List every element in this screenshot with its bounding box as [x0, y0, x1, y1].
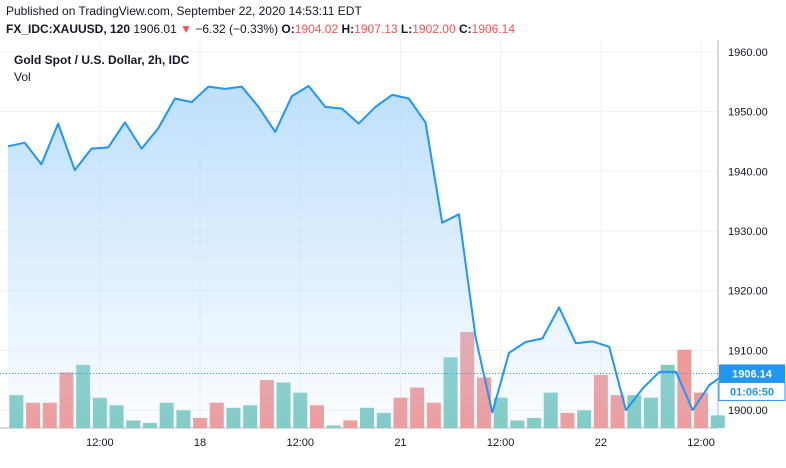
x-tick-label: 12:00: [286, 437, 314, 449]
price-change: −6.32 (−0.33%): [195, 22, 279, 36]
low-value: 1902.00: [412, 22, 456, 36]
low-label: L:: [400, 22, 413, 36]
x-tick-label: 21: [394, 437, 406, 449]
x-tick-label: 18: [194, 437, 206, 449]
header-quote: FX_IDC:XAUUSD, 120 1906.01 ▼ −6.32 (−0.3…: [6, 22, 515, 36]
close-label: C:: [458, 22, 472, 36]
symbol-label: FX_IDC:XAUUSD, 120: [6, 22, 131, 36]
price-line: [7, 85, 727, 414]
down-arrow-icon: ▼: [180, 22, 192, 36]
countdown-badge: [718, 381, 786, 401]
x-tick-label: 22: [595, 437, 607, 449]
chart-area[interactable]: 1960.00 1950.00 1940.00 1930.00 1920.00 1910.…: [0, 40, 786, 463]
y-tick-label: 1940.00: [728, 166, 768, 178]
x-tick-label: 12:00: [487, 437, 515, 449]
legend-volume: Vol: [14, 70, 31, 84]
legend-title: Gold Spot / U.S. Dollar, 2h, IDC: [14, 53, 190, 67]
high-label: H:: [341, 22, 355, 36]
y-tick-label: 1960.00: [728, 47, 768, 59]
y-tick-label: 1920.00: [728, 286, 768, 298]
header-published: Published on TradingView.com, September …: [6, 4, 362, 18]
open-value: 1904.02: [294, 22, 339, 36]
countdown-badge-label: 01:06:50: [730, 386, 774, 398]
price-badge: [719, 364, 785, 383]
price-badge-label: 1906.14: [732, 368, 773, 380]
y-tick-label: 1910.00: [728, 345, 768, 357]
x-tick-label: 12:00: [86, 437, 114, 449]
last-price: 1906.01: [133, 22, 177, 36]
close-value: 1906.14: [471, 22, 516, 36]
x-tick-label: 12:00: [687, 437, 715, 449]
price-area-fill: [8, 86, 727, 428]
high-value: 1907.13: [354, 22, 398, 36]
y-tick-label: 1930.00: [728, 226, 768, 238]
y-tick-label: 1900.00: [728, 405, 768, 417]
open-label: O:: [281, 22, 295, 36]
y-tick-label: 1950.00: [728, 107, 768, 119]
price-chart[interactable]: 1960.00 1950.00 1940.00 1930.00 1920.00 1910.…: [0, 40, 786, 463]
